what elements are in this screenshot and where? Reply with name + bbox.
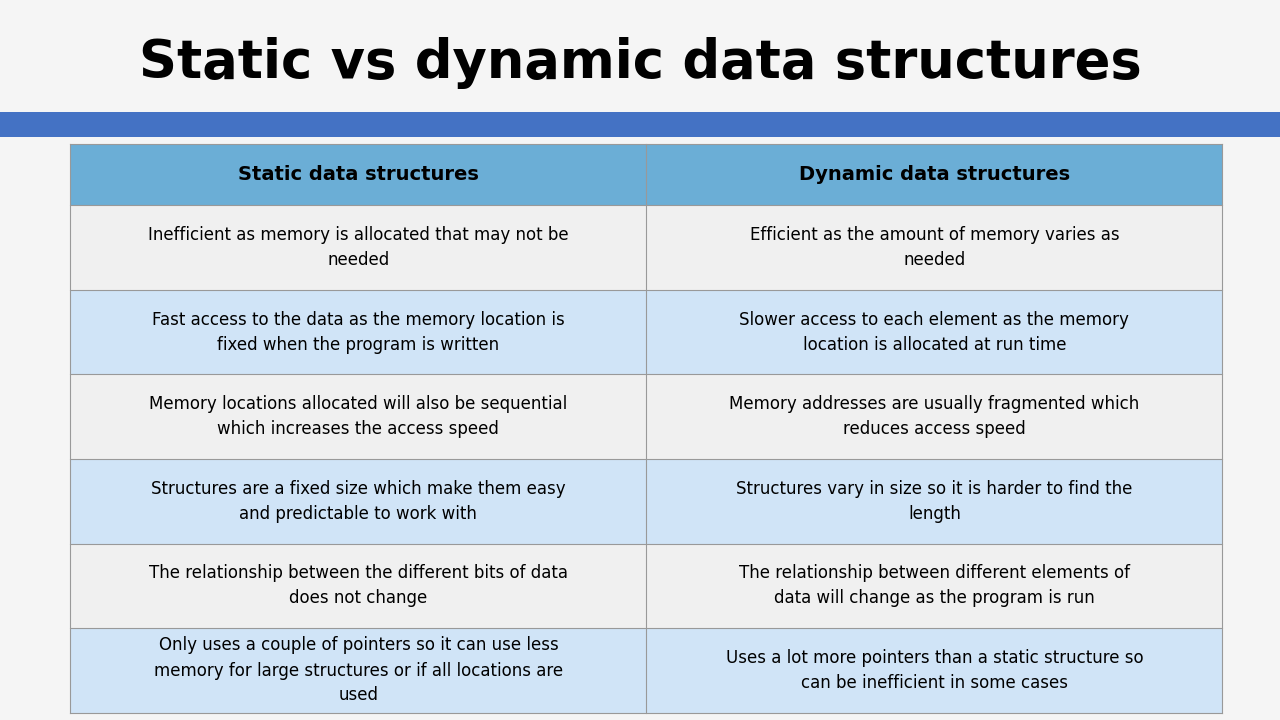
Text: The relationship between the different bits of data
does not change: The relationship between the different b… <box>148 564 568 608</box>
Text: Uses a lot more pointers than a static structure so
can be inefficient in some c: Uses a lot more pointers than a static s… <box>726 649 1143 692</box>
Text: Inefficient as memory is allocated that may not be
needed: Inefficient as memory is allocated that … <box>148 226 568 269</box>
Text: The relationship between different elements of
data will change as the program i: The relationship between different eleme… <box>739 564 1130 608</box>
Text: Fast access to the data as the memory location is
fixed when the program is writ: Fast access to the data as the memory lo… <box>152 310 564 354</box>
Text: Memory locations allocated will also be sequential
which increases the access sp: Memory locations allocated will also be … <box>150 395 567 438</box>
Text: Slower access to each element as the memory
location is allocated at run time: Slower access to each element as the mem… <box>740 310 1129 354</box>
Text: Efficient as the amount of memory varies as
needed: Efficient as the amount of memory varies… <box>750 226 1119 269</box>
Text: Only uses a couple of pointers so it can use less
memory for large structures or: Only uses a couple of pointers so it can… <box>154 636 563 704</box>
Bar <box>70 144 1222 205</box>
Text: Memory addresses are usually fragmented which
reduces access speed: Memory addresses are usually fragmented … <box>730 395 1139 438</box>
Text: Structures vary in size so it is harder to find the
length: Structures vary in size so it is harder … <box>736 480 1133 523</box>
Text: Structures are a fixed size which make them easy
and predictable to work with: Structures are a fixed size which make t… <box>151 480 566 523</box>
Text: Static data structures: Static data structures <box>238 165 479 184</box>
Text: Dynamic data structures: Dynamic data structures <box>799 165 1070 184</box>
Text: Static vs dynamic data structures: Static vs dynamic data structures <box>138 37 1142 89</box>
Bar <box>0 112 1280 137</box>
